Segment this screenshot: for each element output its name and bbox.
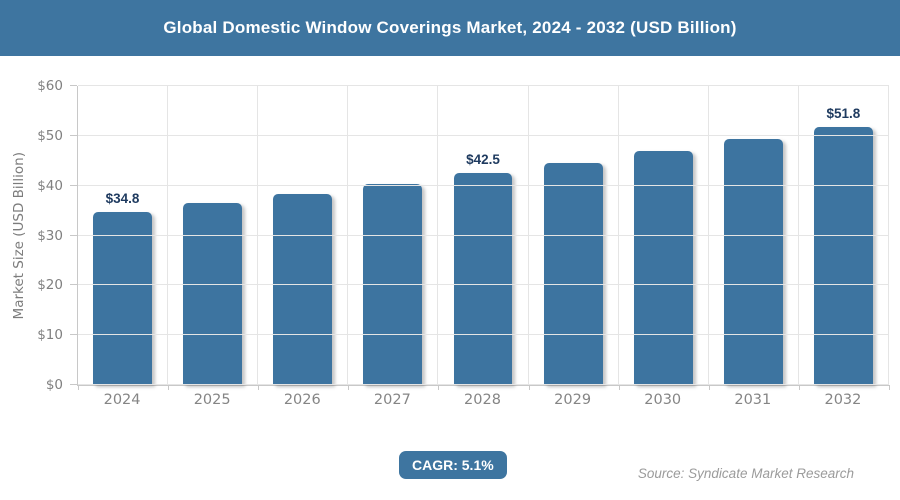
x-tick-label-2026: 2026 — [283, 392, 321, 408]
x-tick-mark — [618, 385, 620, 390]
y-tick-label: $60 — [37, 78, 63, 94]
y-tick-label: $50 — [37, 127, 63, 144]
bar-value-label-2024: $34.8 — [105, 190, 140, 206]
y-gridline — [78, 234, 889, 236]
x-tick-mark — [889, 385, 890, 390]
x-tick-mark — [168, 385, 170, 390]
chart-title-bar: Global Domestic Window Coverings Market,… — [0, 0, 900, 56]
y-tick-label: $20 — [37, 277, 63, 294]
bar-2025 — [183, 202, 243, 385]
y-tick-label: $40 — [37, 177, 63, 194]
plot-area: $34.8 $42.5 $51.8 — [77, 85, 890, 390]
bar-value-label-2032: $51.8 — [826, 105, 861, 121]
bar-column-2026 — [258, 86, 349, 385]
y-tick-label: $0 — [45, 377, 63, 393]
y-tick-mark — [70, 234, 77, 236]
y-tick-label: $10 — [37, 327, 63, 344]
bar-2032 — [814, 126, 873, 385]
bar-column-2028: $42.5 — [438, 86, 529, 385]
bar-2026 — [273, 193, 333, 385]
bar-2030 — [633, 151, 693, 385]
bar-column-2032: $51.8 — [799, 86, 889, 385]
x-tick-mark — [528, 385, 530, 390]
x-tick-mark — [78, 385, 79, 390]
bar-2028 — [453, 173, 513, 385]
x-tick-label-2029: 2029 — [554, 392, 592, 408]
y-tick-mark — [70, 85, 77, 86]
x-axis-labels: 2024 2025 2026 2027 2028 2029 2030 2031 2032 — [77, 392, 888, 408]
x-tick-label-2025: 2025 — [193, 392, 231, 408]
bar-column-2027 — [348, 86, 439, 385]
x-tick-label-2027: 2027 — [373, 392, 411, 408]
bar-column-2025 — [168, 86, 259, 385]
y-axis-tick-labels: $0 $10 $20 $30 $40 $50 $60 — [0, 78, 70, 393]
y-axis-tick-marks — [70, 85, 77, 385]
bar-column-2030 — [619, 86, 709, 385]
y-gridline — [78, 384, 889, 385]
y-tick-mark — [70, 134, 77, 136]
cagr-badge: CAGR: 5.1% — [399, 451, 507, 479]
y-gridline — [78, 184, 889, 186]
y-gridline — [78, 334, 889, 336]
x-tick-mark — [708, 385, 710, 390]
x-tick-label-2024: 2024 — [103, 392, 141, 408]
bar-columns: $34.8 $42.5 $51.8 — [78, 86, 889, 385]
x-tick-label-2028: 2028 — [464, 392, 501, 408]
x-tick-mark — [258, 385, 260, 390]
y-tick-label: $30 — [37, 227, 63, 244]
y-gridline — [78, 284, 889, 286]
x-tick-label-2031: 2031 — [734, 392, 772, 408]
bar-2029 — [543, 162, 603, 385]
chart-title: Global Domestic Window Coverings Market,… — [163, 18, 737, 37]
y-tick-mark — [70, 284, 77, 286]
bar-2024 — [93, 211, 152, 385]
y-gridline — [78, 85, 889, 86]
y-tick-mark — [70, 384, 77, 385]
source-note: Source: Syndicate Market Research — [637, 466, 854, 481]
y-tick-mark — [70, 184, 77, 186]
bar-2031 — [723, 139, 783, 385]
x-tick-mark — [438, 385, 440, 390]
y-gridline — [78, 134, 889, 136]
x-tick-mark — [348, 385, 350, 390]
x-tick-label-2030: 2030 — [644, 392, 682, 408]
bar-value-label-2028: $42.5 — [466, 152, 500, 168]
bar-column-2031 — [709, 86, 799, 385]
x-tick-label-2032: 2032 — [824, 392, 862, 408]
bar-column-2024: $34.8 — [78, 86, 169, 385]
x-tick-mark — [798, 385, 800, 390]
y-tick-mark — [70, 334, 77, 336]
bar-column-2029 — [529, 86, 619, 385]
cagr-badge-label: CAGR: 5.1% — [412, 457, 494, 473]
